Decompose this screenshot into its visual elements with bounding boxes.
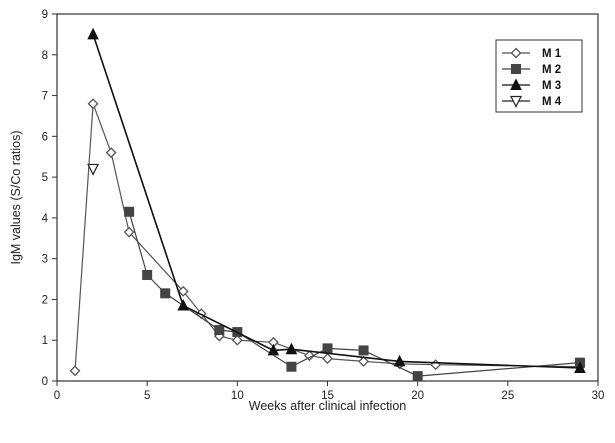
y-axis-title: IgM values (S/Co ratios) (9, 130, 23, 264)
data-point (231, 334, 243, 346)
data-point (358, 345, 369, 356)
y-tick-label: 5 (42, 172, 48, 184)
legend-item: M 4 (502, 95, 562, 108)
data-point (142, 269, 153, 280)
data-point (322, 343, 333, 354)
x-axis-title: Weeks after clinical infection (249, 399, 407, 413)
legend-marker (510, 78, 522, 90)
data-point (430, 359, 442, 371)
legend-item: M 2 (502, 64, 561, 76)
x-axis: 0 5 10 15 20 25 30 (54, 381, 605, 402)
data-point (87, 98, 99, 110)
x-tick-label: 25 (501, 390, 514, 402)
y-tick-label: 7 (42, 91, 48, 103)
legend-box (495, 39, 583, 113)
x-tick-label: 10 (231, 390, 244, 402)
data-point (87, 27, 99, 40)
y-tick-label: 2 (42, 294, 48, 306)
legend-marker (510, 47, 522, 59)
series-m2 (124, 206, 585, 382)
data-point (177, 285, 189, 297)
series-line (128, 211, 581, 377)
data-point (285, 342, 298, 355)
y-tick-label: 3 (42, 254, 48, 266)
data-point (105, 147, 117, 159)
legend-marker (511, 64, 521, 74)
data-point (123, 226, 135, 238)
data-point (358, 356, 369, 367)
y-tick-label: 4 (42, 213, 49, 225)
legend-label: M 3 (542, 80, 561, 92)
data-point (393, 354, 406, 367)
data-point (304, 350, 315, 362)
data-point (160, 288, 171, 299)
y-tick-label: 0 (42, 376, 48, 388)
y-tick-label: 9 (42, 9, 48, 21)
data-point (286, 361, 297, 372)
legend-item: M 3 (502, 78, 561, 92)
x-tick-label: 15 (321, 390, 334, 402)
data-point (69, 365, 81, 377)
data-point (87, 163, 100, 176)
legend-label: M 4 (542, 96, 562, 108)
data-point (214, 325, 225, 336)
data-point (267, 343, 280, 356)
y-axis: 0 1 2 3 4 5 6 7 8 9 (42, 9, 57, 388)
series-line (92, 34, 581, 369)
x-tick-label: 0 (54, 390, 60, 402)
y-tick-label: 1 (42, 335, 48, 347)
legend-marker (510, 95, 522, 108)
series-layer (69, 27, 586, 382)
x-tick-label: 30 (592, 390, 605, 402)
y-tick-label: 8 (42, 50, 48, 62)
series-m4 (87, 163, 100, 176)
legend: M 1 M 2 M 3 M 4 (495, 39, 583, 113)
legend-label: M 2 (542, 64, 561, 76)
data-point (124, 206, 135, 217)
y-tick-label: 6 (42, 131, 48, 143)
data-point (412, 371, 423, 382)
data-point (574, 361, 586, 373)
x-tick-label: 5 (144, 390, 150, 402)
data-point (322, 353, 333, 364)
x-tick-label: 20 (411, 390, 424, 402)
legend-item: M 1 (502, 47, 562, 60)
series-m3 (87, 27, 586, 373)
legend-label: M 1 (542, 48, 562, 60)
series-line (74, 103, 581, 371)
series-m1 (69, 98, 586, 377)
data-point (177, 298, 190, 311)
